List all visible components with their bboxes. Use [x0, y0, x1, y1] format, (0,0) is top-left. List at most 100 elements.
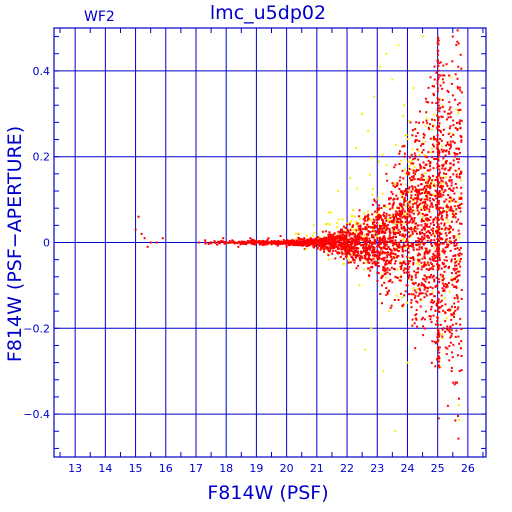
red-point — [363, 217, 366, 220]
red-point — [436, 114, 439, 117]
red-point — [371, 213, 374, 216]
red-point — [448, 200, 451, 203]
red-point — [450, 179, 453, 182]
red-point — [431, 118, 434, 121]
red-point — [459, 247, 462, 250]
red-point — [437, 119, 440, 122]
red-point — [293, 241, 296, 244]
red-point — [410, 194, 413, 197]
red-point — [386, 267, 389, 270]
red-point — [453, 313, 456, 316]
red-point — [340, 241, 343, 244]
yellow-point — [433, 246, 436, 249]
red-point — [436, 134, 439, 137]
red-point — [343, 249, 346, 252]
red-point — [437, 118, 440, 121]
red-point — [458, 158, 461, 161]
red-point — [414, 240, 417, 243]
red-point — [443, 285, 446, 288]
red-point — [282, 239, 285, 242]
red-point — [365, 247, 368, 250]
red-point — [262, 244, 265, 247]
red-point — [441, 78, 444, 81]
red-point — [443, 252, 446, 255]
red-point — [404, 216, 407, 219]
red-point — [441, 185, 444, 188]
red-point — [321, 230, 324, 233]
red-point — [439, 74, 442, 77]
red-point — [426, 287, 429, 290]
yellow-point — [349, 227, 352, 230]
red-point — [419, 289, 422, 292]
red-point — [382, 246, 385, 249]
red-point — [433, 235, 436, 238]
red-point — [432, 221, 435, 224]
red-point — [432, 253, 435, 256]
red-point — [155, 241, 158, 244]
red-point — [445, 182, 448, 185]
red-point — [413, 228, 416, 231]
red-point — [460, 340, 463, 343]
red-point — [365, 245, 368, 248]
red-point — [434, 179, 437, 182]
red-point — [407, 271, 410, 274]
red-point — [443, 110, 446, 113]
red-point — [420, 284, 423, 287]
red-point — [322, 243, 325, 246]
red-point — [364, 225, 367, 228]
red-point — [442, 191, 445, 194]
red-point — [359, 227, 362, 230]
red-point — [363, 250, 366, 253]
red-point — [359, 229, 362, 232]
red-point — [431, 101, 434, 104]
red-point — [450, 220, 453, 223]
red-point — [342, 230, 345, 233]
red-point — [441, 87, 444, 90]
red-point — [436, 317, 439, 320]
red-point — [445, 234, 448, 237]
red-point — [454, 153, 457, 156]
red-point — [411, 324, 414, 327]
red-point — [401, 304, 404, 307]
red-point — [438, 258, 441, 261]
red-point — [454, 238, 457, 241]
yellow-point — [391, 78, 394, 81]
red-point — [389, 231, 392, 234]
red-point — [364, 255, 367, 258]
red-point — [460, 135, 463, 138]
red-point — [432, 227, 435, 230]
red-point — [423, 206, 426, 209]
red-point — [392, 252, 395, 255]
red-point — [449, 116, 452, 119]
red-point — [230, 241, 233, 244]
red-point — [422, 149, 425, 152]
yellow-point — [395, 294, 398, 297]
red-point — [430, 301, 433, 304]
red-point — [432, 274, 435, 277]
red-point — [377, 256, 380, 259]
yellow-point — [355, 147, 358, 150]
red-point — [395, 236, 398, 239]
yellow-point — [371, 228, 374, 231]
red-point — [389, 197, 392, 200]
red-point — [204, 242, 207, 245]
red-point — [423, 255, 426, 258]
red-point — [389, 253, 392, 256]
red-point — [442, 248, 445, 251]
red-point — [237, 245, 240, 248]
yellow-point — [446, 221, 449, 224]
yellow-point — [378, 223, 381, 226]
red-point — [385, 287, 388, 290]
red-point — [311, 238, 314, 241]
red-point — [434, 256, 437, 259]
red-point — [359, 230, 362, 233]
red-point — [399, 217, 402, 220]
red-point — [331, 234, 334, 237]
red-point — [437, 234, 440, 237]
red-point — [382, 213, 385, 216]
red-point — [443, 265, 446, 268]
x-tick-label: 18 — [219, 462, 233, 475]
red-point — [457, 262, 460, 265]
red-point — [328, 231, 331, 234]
red-point — [292, 244, 295, 247]
